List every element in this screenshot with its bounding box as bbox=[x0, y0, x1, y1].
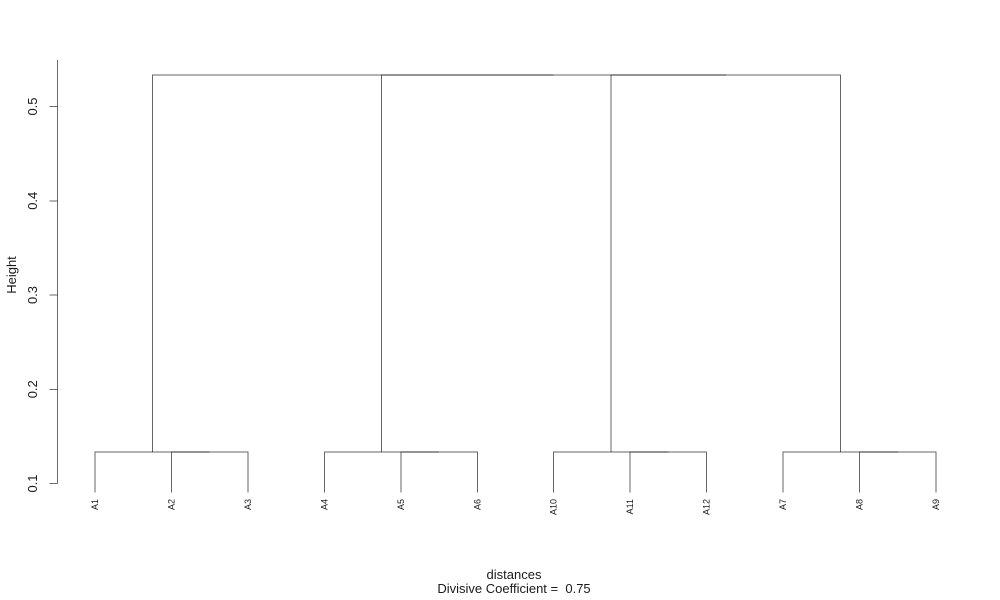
dendrogram-merge bbox=[629, 451, 708, 493]
leaf-label: A9 bbox=[931, 499, 941, 510]
y-tick-label: 0.2 bbox=[25, 380, 40, 398]
leaf-label: A10 bbox=[549, 499, 559, 515]
dendrogram-merge bbox=[859, 451, 937, 493]
dendrogram-merge bbox=[400, 451, 478, 493]
leaf-label: A6 bbox=[472, 499, 482, 510]
dendrogram-merge bbox=[782, 451, 898, 493]
y-tick-label: 0.3 bbox=[25, 286, 40, 304]
y-axis-title: Height bbox=[4, 256, 19, 294]
leaf-label: A5 bbox=[396, 499, 406, 510]
leaf-label: A7 bbox=[778, 499, 788, 510]
captions: distances Divisive Coefficient = 0.75 bbox=[437, 567, 590, 596]
subtitle-divisive-coefficient: Divisive Coefficient = 0.75 bbox=[437, 581, 590, 596]
leaf-label: A1 bbox=[90, 499, 100, 510]
dendrogram-merge bbox=[553, 451, 669, 493]
leaf-label: A12 bbox=[702, 499, 712, 515]
leaf-label: A3 bbox=[243, 499, 253, 510]
dendrogram-links bbox=[94, 74, 937, 493]
leaf-labels: A1 A2 A3 A4 A5 A6 A10 A11 A12 A7 A8 A9 bbox=[90, 499, 941, 515]
y-tick-label: 0.1 bbox=[25, 474, 40, 492]
y-tick-labels: 0.1 0.2 0.3 0.4 0.5 bbox=[25, 97, 40, 492]
y-tick-marks bbox=[49, 106, 58, 484]
x-axis-title: distances bbox=[487, 567, 542, 582]
y-tick-label: 0.5 bbox=[25, 97, 40, 115]
leaf-label: A8 bbox=[855, 499, 865, 510]
dendrogram-merge bbox=[170, 451, 249, 493]
dendrogram-merge bbox=[323, 451, 440, 493]
dendrogram-merge bbox=[610, 74, 841, 453]
dendrogram-merge bbox=[94, 451, 210, 493]
y-tick-label: 0.4 bbox=[25, 192, 40, 210]
dendrogram-merge bbox=[151, 74, 554, 453]
dendrogram-merge bbox=[381, 74, 726, 453]
y-axis: 0.1 0.2 0.3 0.4 0.5 Height bbox=[4, 60, 58, 493]
leaf-label: A2 bbox=[166, 499, 176, 510]
leaf-label: A4 bbox=[319, 499, 329, 510]
leaf-label: A11 bbox=[625, 499, 635, 514]
